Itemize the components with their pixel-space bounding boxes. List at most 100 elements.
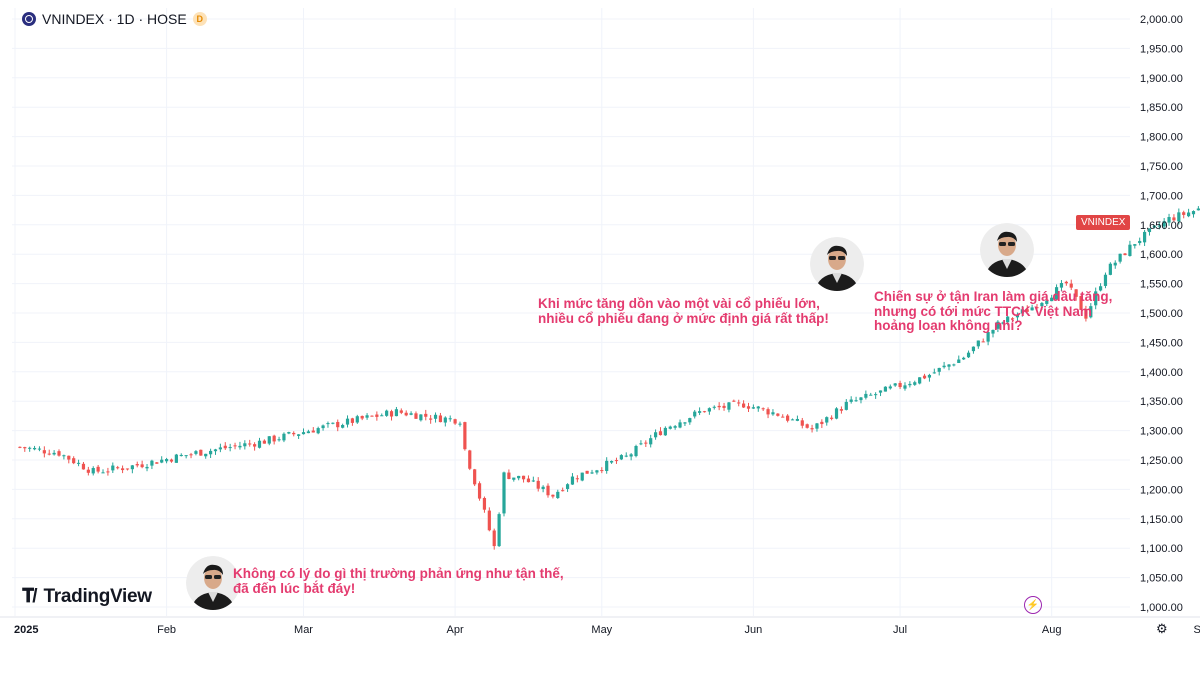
- candle-body: [1040, 302, 1044, 307]
- candle-body: [419, 414, 423, 421]
- candle-body: [609, 460, 614, 463]
- candle-body: [913, 382, 917, 385]
- candle-body: [1015, 314, 1020, 318]
- candle-body: [600, 470, 604, 472]
- candle-body: [790, 419, 795, 421]
- candle-body: [595, 470, 599, 473]
- tradingview-wordmark: TradingView: [43, 586, 153, 607]
- vnindex-logo-icon: [22, 12, 36, 26]
- candle-body: [42, 450, 46, 454]
- candle-body: [1059, 283, 1064, 288]
- candle-body: [52, 452, 56, 455]
- candle-body: [575, 478, 579, 480]
- candle-body: [903, 385, 907, 389]
- candle-body: [1069, 283, 1073, 288]
- candle-body: [1098, 286, 1103, 291]
- symbol-header[interactable]: VNINDEX · 1D · HOSE D: [22, 11, 207, 27]
- candle-body: [150, 460, 154, 466]
- candle-body: [145, 466, 149, 469]
- y-tick-label: 1,700.00: [1140, 190, 1183, 202]
- candle-body: [1064, 281, 1068, 284]
- x-tick-label: Mar: [294, 624, 313, 636]
- y-tick-label: 1,650.00: [1140, 220, 1183, 232]
- candle-body: [864, 393, 868, 398]
- candle-body: [1006, 316, 1010, 323]
- candle-body: [199, 449, 203, 456]
- candle-body: [556, 491, 560, 499]
- candle-body: [962, 357, 966, 360]
- candle-body: [766, 409, 770, 415]
- candle-body: [649, 438, 653, 445]
- candle-body: [492, 530, 496, 547]
- candle-body: [565, 484, 570, 489]
- candle-body: [301, 432, 306, 435]
- data-badge[interactable]: D: [192, 12, 207, 26]
- candle-body: [218, 447, 222, 450]
- candle-body: [1162, 221, 1166, 227]
- tradingview-logo[interactable]: 𝐓/ TradingView: [22, 586, 152, 608]
- y-tick-label: 1,550.00: [1140, 279, 1183, 291]
- candle-body: [737, 402, 741, 404]
- candle-body: [1074, 289, 1078, 297]
- candle-body: [238, 445, 242, 448]
- time-axis[interactable]: 2025FebMarAprMayJunJulAugSepOctNovDec202…: [14, 624, 1200, 636]
- candle-body: [1079, 295, 1083, 310]
- candle-body: [678, 422, 682, 428]
- candle-body: [385, 410, 389, 416]
- y-tick-label: 1,400.00: [1140, 367, 1183, 379]
- candle-body: [253, 444, 257, 447]
- candle-body: [257, 440, 262, 448]
- candle-body: [282, 433, 286, 441]
- candle-body: [458, 423, 462, 425]
- annotation-1: Không có lý do gì thị trường phản ứng nh…: [233, 566, 564, 596]
- candle-body: [1094, 291, 1098, 306]
- candle-body: [272, 435, 276, 442]
- y-tick-label: 1,850.00: [1140, 102, 1183, 114]
- candle-body: [1050, 297, 1054, 302]
- candle-body: [580, 472, 584, 481]
- candle-body: [1010, 318, 1015, 320]
- candle-body: [570, 476, 575, 485]
- candle-body: [277, 439, 281, 441]
- candle-body: [32, 447, 37, 450]
- candle-body: [536, 480, 540, 489]
- candle-body: [1187, 212, 1191, 217]
- candle-body: [644, 442, 648, 444]
- candle-body: [453, 419, 457, 424]
- candle-body: [1177, 212, 1181, 222]
- candle-body: [1123, 253, 1127, 256]
- candle-body: [746, 406, 751, 409]
- candle-body: [389, 411, 394, 417]
- candle-body: [287, 432, 291, 434]
- candle-body: [355, 416, 359, 423]
- candle-body: [116, 467, 120, 469]
- y-tick-label: 1,500.00: [1140, 308, 1183, 320]
- candle-body: [262, 440, 266, 444]
- candle-body: [922, 375, 927, 379]
- candle-body: [908, 383, 912, 386]
- candle-body: [771, 412, 775, 415]
- y-tick-label: 1,750.00: [1140, 161, 1183, 173]
- candle-body: [957, 359, 961, 363]
- candle-body: [869, 394, 873, 396]
- lightning-icon[interactable]: ⚡: [1024, 596, 1042, 614]
- candle-body: [57, 451, 61, 456]
- candle-body: [800, 420, 804, 426]
- gear-icon[interactable]: ⚙: [1156, 621, 1168, 636]
- candle-body: [839, 409, 844, 411]
- candle-body: [1035, 307, 1039, 309]
- avatar-speaker-2: [810, 237, 864, 291]
- candle-body: [28, 447, 32, 449]
- candle-body: [521, 475, 526, 480]
- candle-body: [1089, 306, 1093, 318]
- candle-body: [292, 432, 296, 435]
- y-tick-label: 1,200.00: [1140, 484, 1183, 496]
- candle-body: [365, 415, 369, 418]
- candle-body: [526, 478, 531, 483]
- candle-body: [130, 465, 134, 470]
- price-axis[interactable]: 1,000.00 1,050.00 1,100.00 1,150.00 1,200.00…: [1140, 14, 1183, 614]
- candle-body: [375, 414, 379, 417]
- candle-body: [1001, 322, 1005, 324]
